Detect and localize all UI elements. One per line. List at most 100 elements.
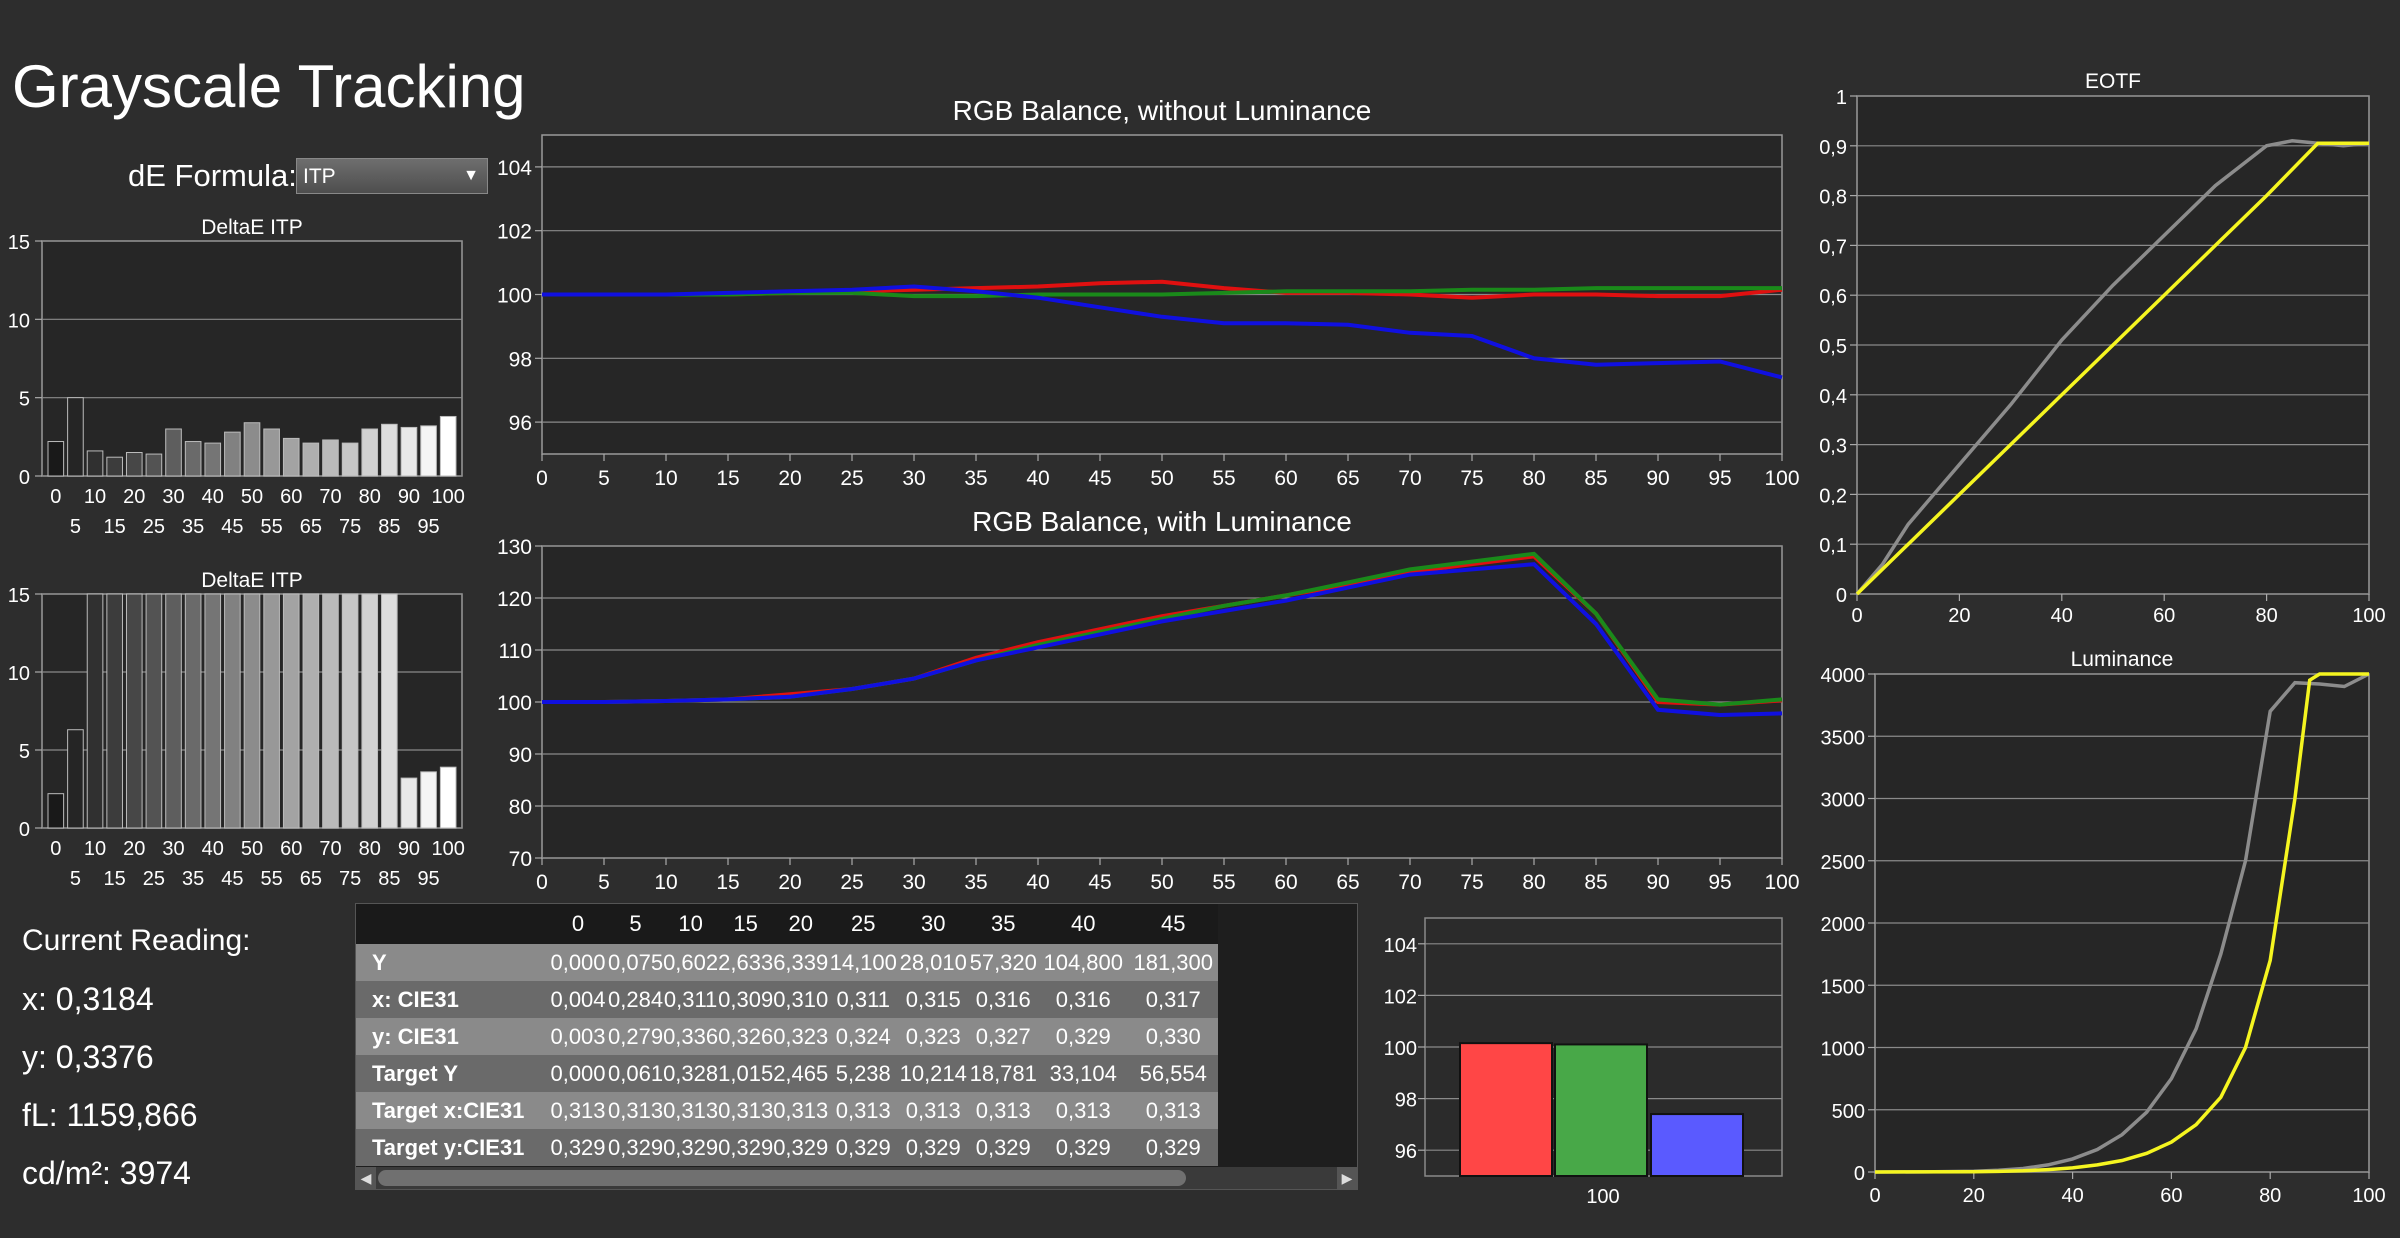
scroll-right-icon[interactable]: ▶ xyxy=(1337,1167,1357,1189)
table-cell: 0,075 xyxy=(608,944,664,981)
dropdown-arrow-icon[interactable]: ▼ xyxy=(463,167,479,184)
y-tick-label: 100 xyxy=(497,692,532,715)
scroll-thumb[interactable] xyxy=(378,1170,1186,1186)
table-column-header[interactable]: 15 xyxy=(718,904,774,944)
table-column-header[interactable]: 30 xyxy=(898,904,969,944)
x-tick-label: 40 xyxy=(1026,871,1049,894)
x-tick-label: 65 xyxy=(300,868,322,890)
x-tick-label: 30 xyxy=(902,467,925,490)
x-tick-label: 60 xyxy=(1274,871,1297,894)
x-tick-label: 80 xyxy=(2255,605,2277,627)
y-tick-label: 70 xyxy=(509,848,532,871)
current-reading-panel: Current Reading: x: 0,3184 y: 0,3376 fL:… xyxy=(22,918,250,1202)
deltae-bar xyxy=(184,593,202,829)
deltae-bar xyxy=(204,593,222,829)
scroll-left-icon[interactable]: ◀ xyxy=(356,1167,376,1189)
table-cell: 0,309 xyxy=(718,981,774,1018)
x-tick-label: 65 xyxy=(1336,467,1359,490)
table-cell: 0,313 xyxy=(1038,1092,1129,1129)
chart-title: DeltaE ITP xyxy=(201,216,303,239)
horizontal-scrollbar[interactable]: ◀ ▶ xyxy=(356,1167,1357,1189)
chart-title: RGB Balance, without Luminance xyxy=(953,95,1372,126)
measurement-table[interactable]: 0 5 10 15 20 25 30 35 40 45 Y 0,000 0,075 0,602 2,633… xyxy=(355,903,1358,1190)
table-column-header[interactable]: 5 xyxy=(608,904,664,944)
table-cell: 0,323 xyxy=(773,1018,829,1055)
table-row[interactable]: Target y:CIE31 0,329 0,329 0,329 0,329 0,329 0… xyxy=(356,1129,1219,1166)
table-cell: 0,311 xyxy=(663,981,719,1018)
deltae-bar xyxy=(47,793,65,829)
x-tick-label: 50 xyxy=(1150,467,1173,490)
table-cell: 0,279 xyxy=(608,1018,664,1055)
deltae-bar xyxy=(125,452,143,477)
y-tick-label: 1500 xyxy=(1821,976,1866,998)
x-tick-label: 60 xyxy=(280,838,302,860)
x-tick-label: 25 xyxy=(840,871,863,894)
y-tick-label: 0,4 xyxy=(1819,386,1847,408)
x-tick-label: 80 xyxy=(359,838,381,860)
deltae-bar xyxy=(243,422,261,477)
y-tick-label: 0,2 xyxy=(1819,485,1847,507)
table-cell: 0,330 xyxy=(1128,1018,1219,1055)
deltae-bar xyxy=(420,771,437,829)
y-tick-label: 2000 xyxy=(1821,914,1866,936)
table-column-header[interactable]: 40 xyxy=(1038,904,1129,944)
x-tick-label: 20 xyxy=(778,467,801,490)
x-tick-label: 90 xyxy=(398,838,420,860)
table-cell: 0,329 xyxy=(1038,1018,1129,1055)
deltae-bar xyxy=(361,428,379,477)
deltae-bar xyxy=(302,442,320,477)
table-column-header[interactable]: 35 xyxy=(968,904,1039,944)
x-tick-label: 45 xyxy=(1088,871,1111,894)
table-row[interactable]: Y 0,000 0,075 0,602 2,633 6,339 14,100 28,010 57… xyxy=(356,944,1219,981)
table-column-header[interactable]: 0 xyxy=(548,904,608,944)
deltae-bar xyxy=(86,593,104,829)
reading-x: x: 0,3184 xyxy=(22,981,154,1017)
table-row[interactable]: Target Y 0,000 0,061 0,328 1,015 2,465 5,238 10… xyxy=(356,1055,1219,1092)
table-cell: 0,313 xyxy=(663,1092,719,1129)
table-cell: 0,327 xyxy=(968,1018,1039,1055)
y-tick-label: 3000 xyxy=(1821,790,1866,812)
table-cell: 0,329 xyxy=(968,1129,1039,1166)
deltae-bar xyxy=(361,593,379,829)
y-tick-label: 102 xyxy=(1384,986,1417,1008)
table-row[interactable]: x: CIE31 0,004 0,284 0,311 0,309 0,310 0,311 0,… xyxy=(356,981,1219,1018)
x-tick-label: 90 xyxy=(1646,467,1669,490)
table-column-header[interactable]: 10 xyxy=(663,904,719,944)
table-header-row: 0 5 10 15 20 25 30 35 40 45 xyxy=(356,904,1219,944)
x-tick-label: 60 xyxy=(2160,1185,2182,1207)
x-tick-label: 35 xyxy=(964,871,987,894)
table-column-header[interactable]: 20 xyxy=(773,904,829,944)
reading-y: y: 0,3376 xyxy=(22,1039,154,1075)
table-column-header[interactable]: 45 xyxy=(1128,904,1219,944)
y-tick-label: 0,5 xyxy=(1819,336,1847,358)
y-tick-label: 10 xyxy=(8,310,30,332)
deltae-bar xyxy=(67,729,84,829)
x-tick-label: 20 xyxy=(1948,605,1970,627)
x-tick-label: 35 xyxy=(964,467,987,490)
deltae-bar xyxy=(439,766,457,829)
x-tick-label: 95 xyxy=(1708,871,1731,894)
table-cell: 0,311 xyxy=(828,981,899,1018)
x-tick-label: 10 xyxy=(84,486,106,508)
y-tick-label: 0,7 xyxy=(1819,236,1847,258)
current-reading-heading: Current Reading: xyxy=(22,924,251,957)
page-title: Grayscale Tracking xyxy=(12,53,526,120)
table-row-label: Target Y xyxy=(356,1055,548,1092)
deltae-bar xyxy=(341,442,359,477)
y-tick-label: 90 xyxy=(509,744,532,767)
table-row[interactable]: Target x:CIE31 0,313 0,313 0,313 0,313 0,313 0… xyxy=(356,1092,1219,1129)
table-cell: 6,339 xyxy=(773,944,829,981)
de-formula-label: dE Formula: xyxy=(128,158,297,193)
deltae-bar xyxy=(282,593,300,829)
table-cell: 0,313 xyxy=(548,1092,608,1129)
table-cell: 0,313 xyxy=(968,1092,1039,1129)
table-row[interactable]: y: CIE31 0,003 0,279 0,336 0,326 0,323 0,324 0,… xyxy=(356,1018,1219,1055)
table-cell: 56,554 xyxy=(1128,1055,1219,1092)
table-row-label: Target y:CIE31 xyxy=(356,1129,548,1166)
table-column-header[interactable]: 25 xyxy=(828,904,899,944)
de-formula-select[interactable]: ITP ▼ xyxy=(296,158,488,194)
deltae-bar xyxy=(322,439,339,477)
x-tick-label: 95 xyxy=(417,516,439,538)
x-tick-label: 40 xyxy=(2051,605,2073,627)
x-tick-label: 20 xyxy=(1963,1185,1985,1207)
